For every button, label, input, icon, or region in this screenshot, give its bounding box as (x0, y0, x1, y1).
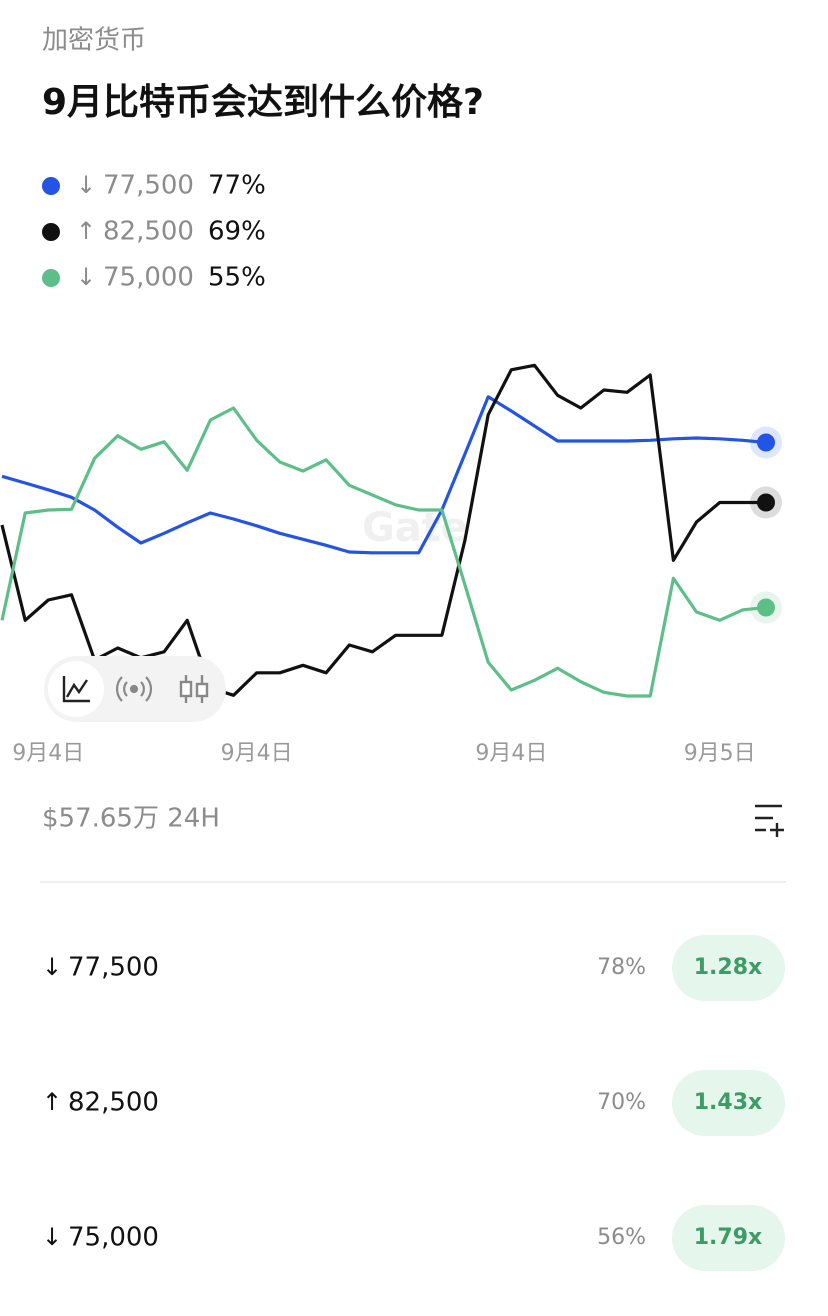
outcome-arrow: ↑ (42, 1088, 62, 1116)
payout-button[interactable] (672, 1070, 785, 1136)
chart-toolbar (44, 656, 226, 722)
watermark: Gate (362, 505, 468, 551)
legend-arrow: ↑ (76, 217, 96, 245)
candle-view-button[interactable] (179, 675, 209, 703)
outcome-arrow: ↓ (42, 953, 62, 981)
legend: ↓ 77,500 77%↑ 82,500 69%↓ 75,000 55% (42, 171, 266, 293)
outcome-price: 77,500 (68, 953, 159, 983)
legend-dot (42, 269, 60, 287)
outcome-row[interactable]: ↓ 75,000 56% 1.79x (42, 1205, 785, 1271)
legend-value: 77% (208, 171, 266, 201)
payout-label: 1.79x (694, 1225, 762, 1250)
series-line (0, 406, 767, 698)
x-tick-label: 9月4日 (475, 741, 547, 766)
end-dot (757, 433, 775, 452)
legend-arrow: ↓ (76, 263, 96, 291)
legend-dot (42, 177, 60, 195)
payout-label: 1.28x (694, 955, 762, 980)
series-line (1, 395, 767, 555)
outcome-list: ↓ 77,500 78% 1.28x↑ 82,500 70% 1.43x↓ 75,000 56%… (42, 935, 785, 1271)
outcome-arrow: ↓ (42, 1223, 62, 1251)
legend-arrow: ↓ (76, 171, 96, 199)
series-line (0, 363, 766, 697)
end-dot (757, 493, 775, 512)
x-tick-label: 9月4日 (12, 741, 84, 766)
end-dot (757, 598, 775, 617)
outcome-price: 75,000 (68, 1223, 159, 1253)
chart: Gate 9月4日 9月4日 9月4日 9月5日 (0, 363, 782, 766)
legend-price: 75,000 (103, 263, 194, 293)
legend-price: 77,500 (103, 171, 194, 201)
outcome-probability: 70% (597, 1090, 646, 1115)
legend-value: 55% (208, 263, 266, 293)
legend-dot (42, 223, 60, 241)
x-tick-label: 9月4日 (221, 741, 293, 766)
live-view-button[interactable] (115, 676, 153, 702)
outcome-row[interactable]: ↑ 82,500 70% 1.43x (42, 1070, 785, 1136)
x-tick-label: 9月5日 (684, 741, 756, 766)
line-view-icon (62, 676, 90, 703)
outcome-row[interactable]: ↓ 77,500 78% 1.28x (42, 935, 785, 1001)
sort-button[interactable] (755, 804, 784, 837)
outcome-price: 82,500 (68, 1088, 159, 1118)
payout-button[interactable] (672, 1205, 785, 1271)
outcome-probability: 78% (597, 955, 646, 980)
payout-label: 1.43x (694, 1090, 762, 1115)
payout-button[interactable] (672, 935, 785, 1001)
category-label: 加密货币 (42, 26, 146, 56)
market-title: 9月比特币会达到什么价格? (42, 82, 484, 123)
legend-value: 69% (208, 217, 266, 247)
outcome-probability: 56% (597, 1225, 646, 1250)
legend-price: 82,500 (103, 217, 194, 247)
volume-label: $57.65万 24H (42, 804, 220, 834)
